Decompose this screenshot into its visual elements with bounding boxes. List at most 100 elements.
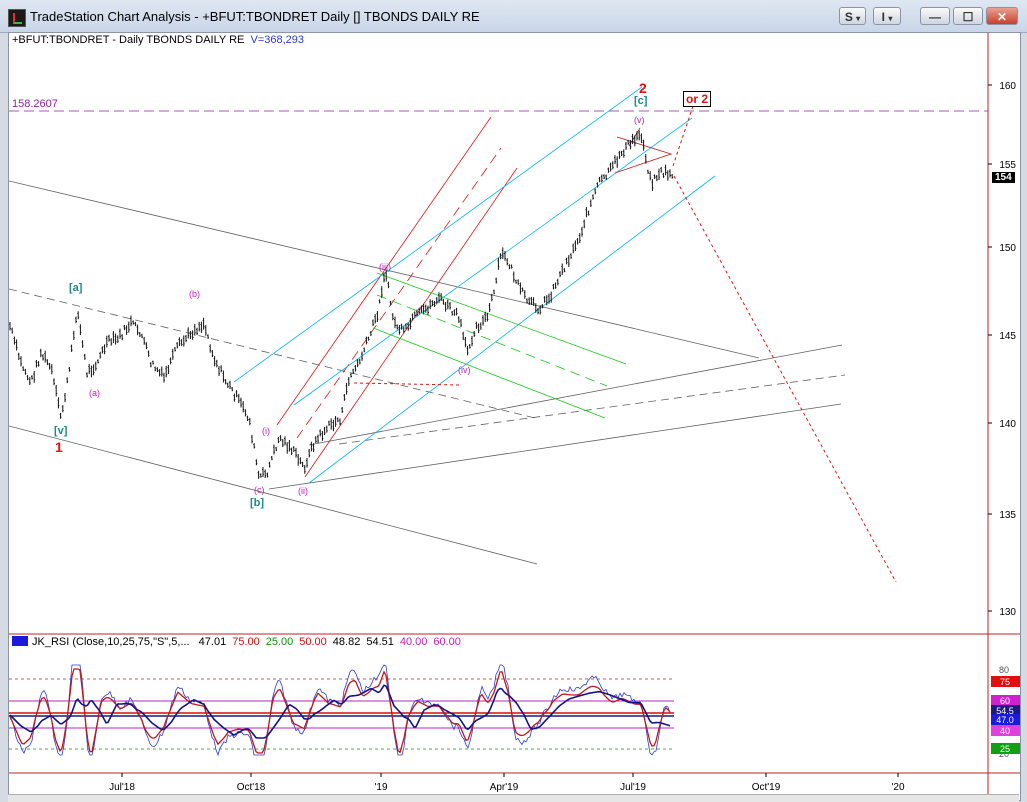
price-bar — [550, 291, 553, 303]
price-bar — [101, 346, 104, 354]
price-bar — [141, 333, 143, 339]
indicator-icon — [12, 636, 28, 646]
price-bar — [211, 350, 214, 358]
price-bar — [578, 233, 581, 244]
price-bar — [411, 313, 414, 321]
horizontal-scrollbar[interactable] — [8, 794, 1019, 802]
price-bar — [396, 324, 399, 330]
price-bar — [105, 335, 108, 348]
price-bar — [31, 375, 33, 380]
price-bar — [594, 188, 597, 195]
maximize-icon: ☐ — [962, 10, 974, 24]
indicator-value: 40.00 — [399, 636, 428, 648]
red-channel-mid — [296, 147, 502, 439]
price-bar — [482, 315, 484, 326]
price-bar — [380, 286, 383, 299]
price-bar — [233, 393, 236, 402]
price-bar — [512, 271, 515, 283]
price-bar — [526, 298, 528, 304]
price-bar — [44, 350, 47, 363]
price-bar — [378, 299, 381, 304]
green-channel-upper — [376, 272, 627, 365]
price-axis-label: 160 — [999, 81, 1016, 92]
price-bar — [506, 258, 509, 266]
price-bar — [409, 317, 412, 330]
price-axis-label: 145 — [999, 331, 1016, 342]
price-bar — [451, 310, 454, 316]
price-bar — [160, 366, 163, 377]
rsi-value-badge: 60 — [991, 695, 1020, 706]
price-bar — [367, 336, 370, 341]
svg-text:40: 40 — [1000, 726, 1010, 736]
price-bar — [477, 323, 480, 334]
price-bar — [508, 264, 511, 270]
wave-label-i-paren: (i) — [262, 426, 270, 436]
chart-window[interactable]: 160 155 150 145 140 135 130 Jul'18 Oct'18'19 Apr'… — [8, 32, 1021, 801]
close-button[interactable]: ✕ — [986, 7, 1018, 25]
minimize-button[interactable]: — — [920, 7, 950, 25]
indicator-value: 47.01 — [198, 636, 227, 648]
price-bar — [83, 353, 86, 360]
wave-label-iii-paren: (iii) — [379, 262, 391, 272]
price-bar — [235, 390, 238, 398]
rsi-value-badge: 54.5 — [991, 705, 1020, 716]
price-bar — [440, 293, 443, 302]
price-bar — [563, 268, 566, 273]
wave-label-or-2: or 2 — [683, 91, 712, 107]
svg-text:75: 75 — [1000, 677, 1010, 687]
price-bar — [581, 226, 583, 237]
price-bar — [651, 179, 654, 192]
insert-menu-button[interactable]: I ▾ — [873, 7, 901, 25]
price-bar — [37, 361, 40, 367]
indicator-value: 75.00 — [232, 636, 260, 648]
price-bar — [339, 418, 341, 426]
price-bar — [158, 369, 161, 377]
price-bar — [460, 318, 462, 327]
price-bar — [603, 174, 605, 180]
price-bar — [376, 310, 379, 322]
price-bar — [17, 352, 20, 361]
price-bar — [598, 176, 601, 183]
cyan-channel-upper — [233, 86, 643, 383]
rsi-value-badge: 25 — [991, 743, 1020, 754]
projection-line-down — [673, 175, 897, 583]
price-bar — [429, 299, 432, 310]
price-axis-label: 150 — [999, 243, 1016, 254]
price-bar — [495, 277, 498, 284]
price-bar — [182, 335, 185, 347]
indicator-value: 60.00 — [433, 636, 461, 648]
price-bar — [97, 359, 99, 364]
price-bar — [490, 293, 493, 302]
price-bar — [112, 331, 115, 344]
price-bar — [515, 279, 517, 284]
price-bar — [178, 337, 181, 347]
svg-text:47.0: 47.0 — [996, 715, 1014, 725]
maximize-button[interactable]: ☐ — [953, 7, 983, 25]
price-bar — [572, 243, 575, 254]
price-bar — [176, 342, 179, 349]
green-channel-lower — [372, 327, 606, 419]
last-price-badge: 154 — [992, 172, 1015, 183]
price-bar — [116, 335, 119, 344]
price-bar — [13, 336, 16, 345]
price-bar — [209, 344, 212, 353]
price-bar — [174, 347, 176, 352]
price-bar — [15, 339, 18, 351]
price-bar — [28, 377, 31, 386]
gray-channel-mid — [9, 288, 540, 420]
price-bar — [57, 397, 60, 409]
trend-channels — [9, 86, 988, 583]
wave-label-a-bracket: [a] — [69, 282, 83, 294]
style-menu-button[interactable]: S ▾ — [839, 7, 866, 25]
wave-label-v-bracket: [v] — [54, 425, 68, 437]
price-bar — [202, 317, 205, 330]
rsi-value-badge: 47.0 — [991, 714, 1020, 725]
price-bar — [517, 279, 520, 285]
wave-label-c-bracket: [c] — [634, 95, 648, 107]
price-bar — [647, 169, 649, 174]
price-bar — [484, 311, 487, 323]
price-bar — [191, 330, 194, 340]
price-bar — [152, 360, 154, 365]
price-bar — [640, 133, 643, 144]
